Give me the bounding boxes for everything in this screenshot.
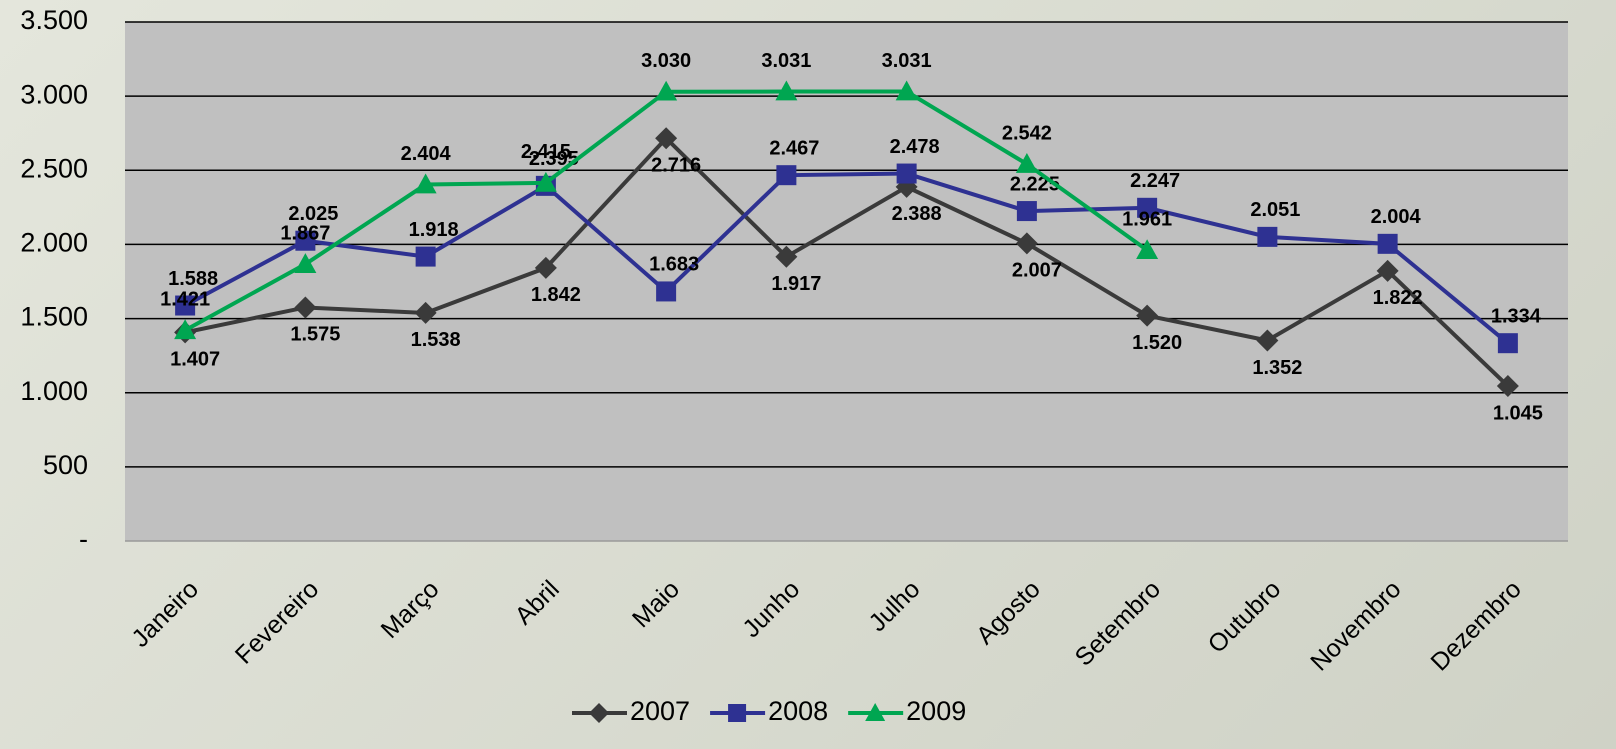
x-tick-label: Maio bbox=[627, 575, 685, 633]
marker bbox=[1015, 153, 1038, 173]
y-tick-label: 1.500 bbox=[20, 302, 88, 332]
marker bbox=[1136, 239, 1159, 260]
data-label: 2.388 bbox=[892, 203, 942, 225]
series-line bbox=[184, 171, 1510, 345]
data-label: 1.407 bbox=[170, 349, 220, 371]
marker bbox=[1136, 304, 1159, 327]
marker bbox=[1257, 226, 1278, 247]
marker bbox=[656, 281, 677, 302]
marker bbox=[896, 163, 917, 184]
y-tick-label: - bbox=[79, 524, 88, 554]
data-label: 1.045 bbox=[1493, 402, 1543, 424]
data-label: 1.538 bbox=[411, 329, 461, 351]
data-label: 2.025 bbox=[288, 203, 338, 225]
marker bbox=[1377, 233, 1398, 254]
marker bbox=[865, 703, 886, 721]
data-label: 3.031 bbox=[882, 50, 932, 72]
marker bbox=[1137, 197, 1158, 218]
marker bbox=[534, 171, 557, 192]
data-label: 1.917 bbox=[771, 273, 821, 295]
legend-label: 2008 bbox=[768, 696, 828, 726]
legend-label: 2007 bbox=[630, 696, 690, 726]
data-label: 2.051 bbox=[1250, 199, 1300, 221]
data-label: 1.822 bbox=[1373, 287, 1423, 309]
marker bbox=[1015, 232, 1038, 255]
data-label: 1.352 bbox=[1252, 357, 1302, 379]
data-label: 1.918 bbox=[409, 219, 459, 241]
marker bbox=[415, 246, 436, 267]
x-tick-label: Agosto bbox=[971, 575, 1046, 650]
data-label: 1.520 bbox=[1132, 332, 1182, 354]
legend-label: 2009 bbox=[906, 696, 966, 726]
marker bbox=[1016, 201, 1037, 222]
marker bbox=[589, 703, 609, 723]
marker bbox=[534, 256, 557, 279]
data-label: 1.588 bbox=[168, 268, 218, 290]
marker bbox=[414, 301, 437, 324]
marker bbox=[294, 296, 317, 319]
data-label: 1.842 bbox=[531, 284, 581, 306]
data-label: 2.007 bbox=[1012, 260, 1062, 282]
data-label: 1.421 bbox=[160, 289, 210, 311]
x-tick-label: Dezembro bbox=[1425, 575, 1526, 676]
y-tick-label: 2.500 bbox=[20, 153, 88, 183]
marker bbox=[295, 230, 316, 251]
marker bbox=[655, 80, 678, 101]
data-label: 1.575 bbox=[290, 324, 340, 346]
marker bbox=[776, 165, 797, 186]
marker bbox=[174, 319, 197, 340]
marker bbox=[1256, 329, 1279, 352]
data-label: 2.395 bbox=[529, 148, 579, 170]
data-label: 2.247 bbox=[1130, 170, 1180, 192]
data-label: 1.961 bbox=[1122, 208, 1172, 230]
y-tick-label: 2.000 bbox=[20, 228, 88, 258]
marker bbox=[728, 704, 747, 722]
x-tick-label: Julho bbox=[863, 575, 925, 637]
series-line bbox=[184, 135, 1510, 388]
x-tick-label: Abril bbox=[510, 575, 565, 630]
y-tick-label: 500 bbox=[43, 450, 88, 480]
marker bbox=[1497, 333, 1518, 354]
data-label: 3.031 bbox=[761, 50, 811, 72]
marker bbox=[294, 253, 317, 273]
marker bbox=[1376, 259, 1399, 282]
data-label: 1.334 bbox=[1491, 305, 1542, 327]
data-label: 2.467 bbox=[769, 137, 819, 159]
x-tick-label: Setembro bbox=[1070, 575, 1166, 671]
y-tick-label: 1.000 bbox=[20, 376, 88, 406]
marker bbox=[775, 245, 798, 268]
data-label: 2.404 bbox=[401, 143, 452, 165]
marker bbox=[895, 80, 918, 101]
marker bbox=[775, 80, 798, 101]
x-tick-label: Janeiro bbox=[126, 575, 204, 653]
y-tick-label: 3.500 bbox=[20, 5, 88, 35]
data-label: 2.004 bbox=[1371, 206, 1422, 228]
marker bbox=[175, 295, 196, 316]
data-label: 1.683 bbox=[649, 254, 699, 276]
x-tick-label: Março bbox=[376, 575, 445, 644]
marker bbox=[414, 173, 437, 194]
data-label: 2.478 bbox=[890, 136, 940, 158]
data-label: 1.867 bbox=[280, 222, 330, 244]
data-label: 2.716 bbox=[651, 155, 701, 177]
marker bbox=[655, 127, 678, 150]
data-label: 2.542 bbox=[1002, 122, 1052, 144]
x-tick-label: Novembro bbox=[1305, 575, 1406, 676]
data-label: 2.415 bbox=[521, 141, 571, 163]
x-tick-label: Outubro bbox=[1203, 575, 1287, 659]
plot-area bbox=[125, 22, 1568, 541]
data-label: 3.030 bbox=[641, 50, 691, 72]
y-tick-label: 3.000 bbox=[20, 79, 88, 109]
marker bbox=[1496, 375, 1519, 398]
x-tick-label: Fevereiro bbox=[230, 575, 324, 669]
x-tick-label: Junho bbox=[737, 575, 805, 643]
